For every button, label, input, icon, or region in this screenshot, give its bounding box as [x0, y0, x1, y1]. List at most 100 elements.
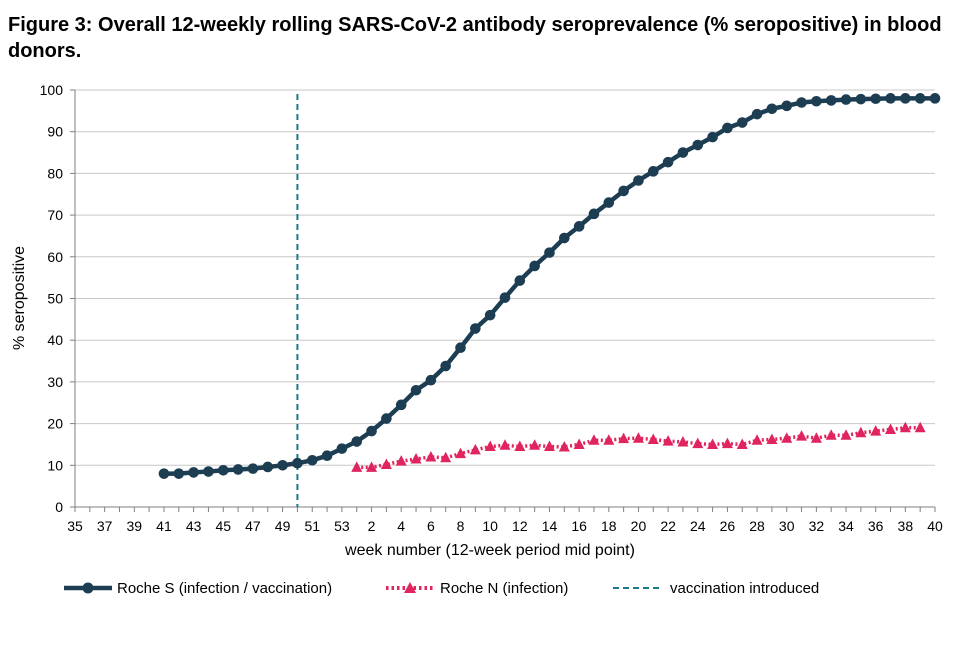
x-tick-label: 2: [368, 518, 376, 534]
series-layer: [158, 93, 941, 479]
data-point: [484, 309, 496, 321]
data-point: [751, 108, 763, 120]
data-point: [158, 468, 170, 479]
x-tick-label: 18: [601, 518, 617, 534]
series-roche-s: [158, 93, 941, 479]
data-point: [573, 221, 585, 232]
x-tick-label: 4: [397, 518, 405, 534]
legend: Roche S (infection / vaccination) Roche …: [64, 580, 819, 597]
data-point: [470, 323, 481, 334]
x-tick-label: 16: [571, 518, 587, 534]
data-point: [351, 436, 363, 447]
legend-n-marker: [404, 582, 416, 593]
y-tick-label: 100: [40, 82, 64, 98]
y-tick-label: 80: [47, 165, 63, 181]
x-tick-label: 34: [838, 518, 854, 534]
data-point: [232, 464, 244, 475]
x-tick-label: 47: [245, 518, 261, 534]
data-point: [440, 451, 452, 463]
data-point: [662, 435, 674, 446]
data-point: [914, 93, 926, 104]
data-point: [588, 434, 600, 445]
data-point: [469, 443, 481, 455]
data-point: [736, 438, 748, 449]
x-tick-label: 36: [868, 518, 884, 534]
data-point: [381, 413, 392, 424]
data-point: [929, 93, 941, 104]
x-tick-label: 53: [334, 518, 350, 534]
data-point: [796, 430, 808, 441]
data-point: [751, 434, 763, 445]
y-tick-label: 30: [47, 374, 63, 390]
data-point: [677, 147, 689, 158]
y-axis-ticks: 0 10 20 30 40 50 60 70 80 90 100: [40, 82, 64, 515]
data-point: [707, 438, 719, 449]
data-point: [217, 465, 229, 476]
data-point: [425, 374, 437, 386]
data-point: [781, 432, 793, 443]
data-point: [366, 461, 378, 472]
x-tick-label: 8: [457, 518, 465, 534]
y-tick-label: 40: [47, 332, 63, 348]
data-point: [410, 453, 422, 464]
data-point: [633, 175, 644, 186]
data-point: [855, 426, 867, 438]
x-tick-label: 24: [690, 518, 706, 534]
x-tick-label: 32: [809, 518, 825, 534]
data-point: [203, 466, 214, 477]
x-axis-label: week number (12-week period mid point): [344, 542, 635, 559]
x-tick-label: 22: [660, 518, 676, 534]
data-point: [811, 95, 822, 107]
data-point: [662, 156, 674, 168]
data-point: [840, 429, 852, 440]
data-point: [321, 450, 333, 462]
x-tick-label: 39: [127, 518, 143, 534]
data-point: [529, 439, 541, 450]
data-point: [618, 185, 629, 197]
legend-s-label: Roche S (infection / vaccination): [117, 580, 332, 597]
data-point: [870, 93, 881, 105]
data-point: [618, 432, 630, 444]
data-point: [499, 292, 511, 303]
data-point: [781, 100, 793, 112]
data-point: [366, 425, 377, 437]
x-tick-label: 38: [898, 518, 914, 534]
y-tick-label: 90: [47, 124, 63, 140]
data-point: [351, 461, 363, 472]
data-point: [529, 260, 540, 272]
data-point: [632, 432, 644, 443]
data-point: [306, 454, 318, 466]
data-point: [455, 342, 466, 354]
data-point: [603, 197, 615, 208]
y-tick-label: 10: [47, 457, 63, 473]
data-point: [395, 399, 407, 411]
x-tick-label: 20: [631, 518, 647, 534]
data-point: [247, 463, 259, 474]
series-roche-n: [351, 421, 926, 472]
x-tick-label: 30: [779, 518, 795, 534]
data-point: [885, 93, 896, 104]
y-tick-label: 70: [47, 207, 63, 223]
y-axis-label: % seropositive: [11, 246, 28, 350]
x-tick-label: 6: [427, 518, 435, 534]
data-point: [855, 93, 867, 105]
data-point: [603, 434, 615, 445]
data-point: [692, 437, 704, 449]
data-point: [543, 440, 555, 452]
data-point: [766, 103, 778, 115]
x-tick-label: 14: [542, 518, 558, 534]
data-point: [544, 247, 555, 258]
data-point: [677, 435, 689, 447]
data-point: [573, 438, 585, 449]
data-point: [722, 122, 733, 134]
data-point: [647, 166, 659, 177]
data-point: [292, 457, 303, 469]
y-tick-label: 50: [47, 291, 63, 307]
data-point: [825, 429, 837, 440]
y-tick-label: 60: [47, 249, 63, 265]
axes: [70, 89, 936, 512]
x-tick-label: 49: [275, 518, 291, 534]
data-point: [899, 421, 911, 433]
x-tick-label: 28: [749, 518, 765, 534]
